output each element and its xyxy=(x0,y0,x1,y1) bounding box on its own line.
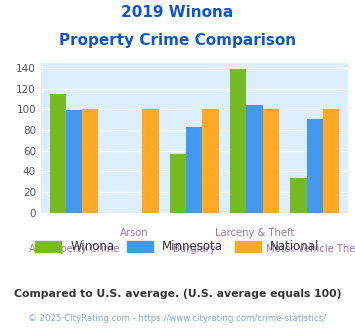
Text: 2019 Winona: 2019 Winona xyxy=(121,5,234,20)
Bar xyxy=(263,109,279,213)
Bar xyxy=(170,154,186,213)
Legend: Winona, Minnesota, National: Winona, Minnesota, National xyxy=(31,236,324,258)
Bar xyxy=(290,178,307,213)
Bar xyxy=(142,109,159,213)
Text: All Property Crime: All Property Crime xyxy=(29,244,119,254)
Bar xyxy=(323,109,339,213)
Text: © 2025 CityRating.com - https://www.cityrating.com/crime-statistics/: © 2025 CityRating.com - https://www.city… xyxy=(28,314,327,323)
Bar xyxy=(82,109,98,213)
Bar xyxy=(307,118,323,213)
Text: Motor Vehicle Theft: Motor Vehicle Theft xyxy=(266,244,355,254)
Text: Compared to U.S. average. (U.S. average equals 100): Compared to U.S. average. (U.S. average … xyxy=(14,289,341,299)
Text: Property Crime Comparison: Property Crime Comparison xyxy=(59,33,296,48)
Bar xyxy=(230,69,246,213)
Bar xyxy=(66,110,82,213)
Bar xyxy=(202,109,219,213)
Bar xyxy=(246,105,263,213)
Text: Arson: Arson xyxy=(120,228,148,238)
Bar xyxy=(50,94,66,213)
Text: Burglary: Burglary xyxy=(173,244,216,254)
Bar xyxy=(186,127,202,213)
Text: Larceny & Theft: Larceny & Theft xyxy=(215,228,294,238)
